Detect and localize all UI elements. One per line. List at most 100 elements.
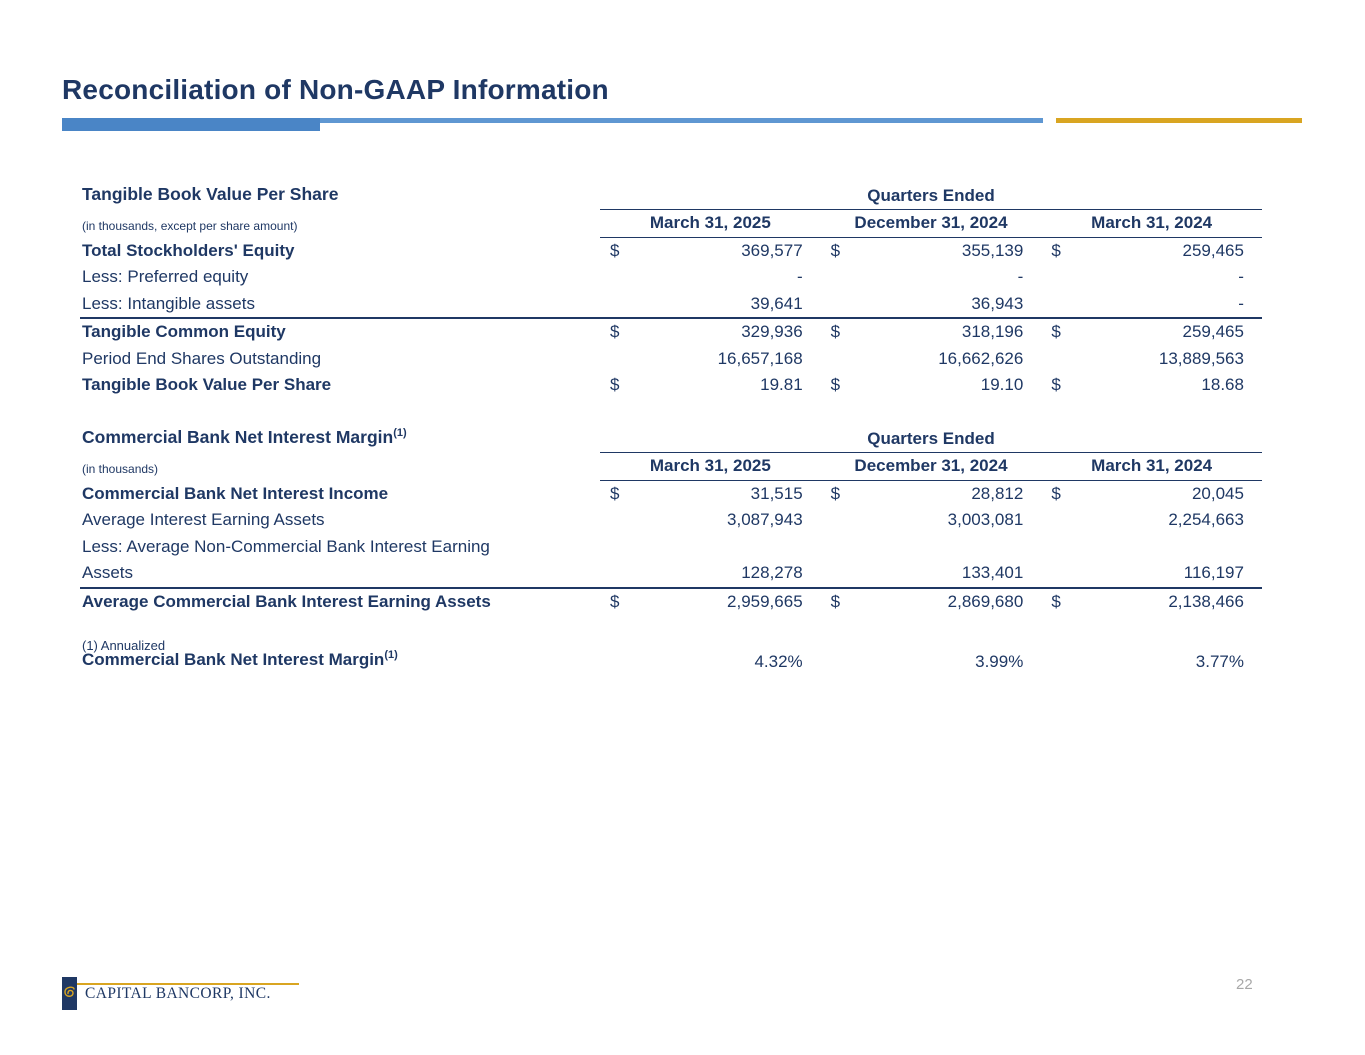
value-cell: $318,196 <box>821 319 1042 346</box>
value-cell: 3,087,943 <box>600 507 821 534</box>
row-label-superscript: (1) <box>384 648 398 661</box>
currency-symbol: $ <box>830 591 841 611</box>
table-row: Average Interest Earning Assets 3,087,94… <box>80 507 1262 534</box>
value-cell: $2,959,665 <box>600 589 821 616</box>
row-label: Commercial Bank Net Interest Margin(1) <box>80 620 600 675</box>
cell-value: 259,465 <box>1182 240 1244 260</box>
value-cell: $259,465 <box>1041 238 1262 265</box>
row-label: Period End Shares Outstanding <box>82 348 322 368</box>
currency-symbol: $ <box>830 240 841 260</box>
cell-value: - <box>796 267 803 286</box>
cell-value: 4.32% <box>754 651 803 671</box>
value-cell: 3.77% <box>1041 649 1262 676</box>
column-header: March 31, 2025 <box>649 213 771 232</box>
table-title-text: Commercial Bank Net Interest Margin <box>82 426 394 447</box>
group-header: Quarters Ended <box>600 426 1262 453</box>
value-cell: 36,943 <box>821 291 1042 318</box>
cell-value: 329,936 <box>741 322 803 341</box>
currency-symbol: $ <box>610 483 620 503</box>
table-title: Tangible Book Value Per Share <box>80 154 600 210</box>
cell-value: 369,577 <box>741 240 803 260</box>
currency-symbol: $ <box>830 322 841 341</box>
value-cell: $19.10 <box>821 372 1042 399</box>
page-title: Reconciliation of Non-GAAP Information <box>62 74 609 105</box>
row-label: Commercial Bank Net Interest Income <box>82 483 389 503</box>
value-cell: $355,139 <box>821 238 1042 265</box>
row-label: Tangible Book Value Per Share <box>82 375 332 394</box>
table-header-row: (in thousands) March 31, 2025 December 3… <box>80 453 1262 481</box>
value-cell: - <box>600 264 821 291</box>
cell-value: 318,196 <box>961 322 1024 341</box>
value-cell: 3,003,081 <box>821 507 1042 534</box>
table-row: Tangible Common Equity $329,936 $318,196… <box>80 319 1262 346</box>
currency-symbol: $ <box>830 375 841 394</box>
value-cell: 133,401 <box>821 560 1042 587</box>
value-cell: $31,515 <box>600 481 821 508</box>
column-headers: March 31, 2025 December 31, 2024 March 3… <box>600 210 1262 238</box>
logo-spiral-icon <box>62 977 77 1010</box>
cell-value: 2,959,665 <box>727 591 803 611</box>
value-cell: $2,869,680 <box>821 589 1042 616</box>
value-cell: $329,936 <box>600 319 821 346</box>
currency-symbol: $ <box>610 375 620 394</box>
row-label: Average Interest Earning Assets <box>82 510 325 529</box>
cell-value: - <box>1017 267 1024 286</box>
cell-value: 36,943 <box>971 293 1024 313</box>
table-row: Less: Preferred equity - - - <box>80 264 1262 291</box>
cell-value: - <box>1238 267 1244 286</box>
table-note: (in thousands) <box>82 461 159 476</box>
cell-value: 28,812 <box>971 483 1024 503</box>
value-cell: 116,197 <box>1041 560 1262 587</box>
cell-value: 16,662,626 <box>938 348 1024 368</box>
cell-value: 19.81 <box>760 375 803 394</box>
column-header: December 31, 2024 <box>854 213 1008 232</box>
cell-value: 3.99% <box>975 651 1024 671</box>
cell-value: 3,087,943 <box>727 510 803 529</box>
cell-value: 133,401 <box>961 563 1024 582</box>
cell-value: 259,465 <box>1182 322 1244 341</box>
currency-symbol: $ <box>1051 483 1061 503</box>
row-label: Tangible Common Equity <box>82 322 286 341</box>
table-row: Tangible Book Value Per Share $19.81 $19… <box>80 372 1262 399</box>
row-label: Total Stockholders' Equity <box>82 240 295 260</box>
table-title: Commercial Bank Net Interest Margin(1) <box>80 397 600 453</box>
row-label: Less: Average Non-Commercial Bank Intere… <box>82 536 490 583</box>
table-title-text: Tangible Book Value Per Share <box>82 183 339 204</box>
table-row: Less: Intangible assets 39,641 36,943 - <box>80 291 1262 319</box>
value-cell: $369,577 <box>600 238 821 265</box>
value-cell: $20,045 <box>1041 481 1262 508</box>
currency-symbol: $ <box>1051 240 1061 260</box>
value-cell: $2,138,466 <box>1041 589 1262 616</box>
cell-value: 13,889,563 <box>1158 348 1244 368</box>
cell-value: 128,278 <box>741 563 803 582</box>
table-row: Commercial Bank Net Interest Income $31,… <box>80 481 1262 508</box>
row-label: Less: Preferred equity <box>82 267 249 286</box>
value-cell: $259,465 <box>1041 319 1262 346</box>
value-cell: 13,889,563 <box>1041 346 1262 373</box>
cell-value: 355,139 <box>961 240 1024 260</box>
cell-value: 39,641 <box>750 293 803 313</box>
group-header: Quarters Ended <box>600 183 1262 210</box>
column-header: March 31, 2025 <box>649 456 771 475</box>
cell-value: 2,138,466 <box>1168 591 1244 611</box>
table-row: Period End Shares Outstanding 16,657,168… <box>80 346 1262 373</box>
currency-symbol: $ <box>1051 322 1061 341</box>
table-title-row: Commercial Bank Net Interest Margin(1) Q… <box>80 397 1262 453</box>
cell-value: 18.68 <box>1201 375 1244 394</box>
value-cell: $19.81 <box>600 372 821 399</box>
cell-value: 3,003,081 <box>947 510 1024 529</box>
table-row: Commercial Bank Net Interest Margin(1) 4… <box>80 620 1262 675</box>
cell-value: 16,657,168 <box>717 348 803 368</box>
cell-value: 20,045 <box>1191 483 1244 503</box>
value-cell: 16,662,626 <box>821 346 1042 373</box>
currency-symbol: $ <box>1051 591 1061 611</box>
currency-symbol: $ <box>610 591 620 611</box>
page-number: 22 <box>1236 976 1253 993</box>
cell-value: 31,515 <box>750 483 803 503</box>
value-cell: 16,657,168 <box>600 346 821 373</box>
logo-company-name: CAPITAL BANCORP, INC. <box>85 985 271 1002</box>
value-cell: 2,254,663 <box>1041 507 1262 534</box>
header-rule-gold <box>1056 118 1302 123</box>
value-cell: 3.99% <box>821 649 1042 676</box>
